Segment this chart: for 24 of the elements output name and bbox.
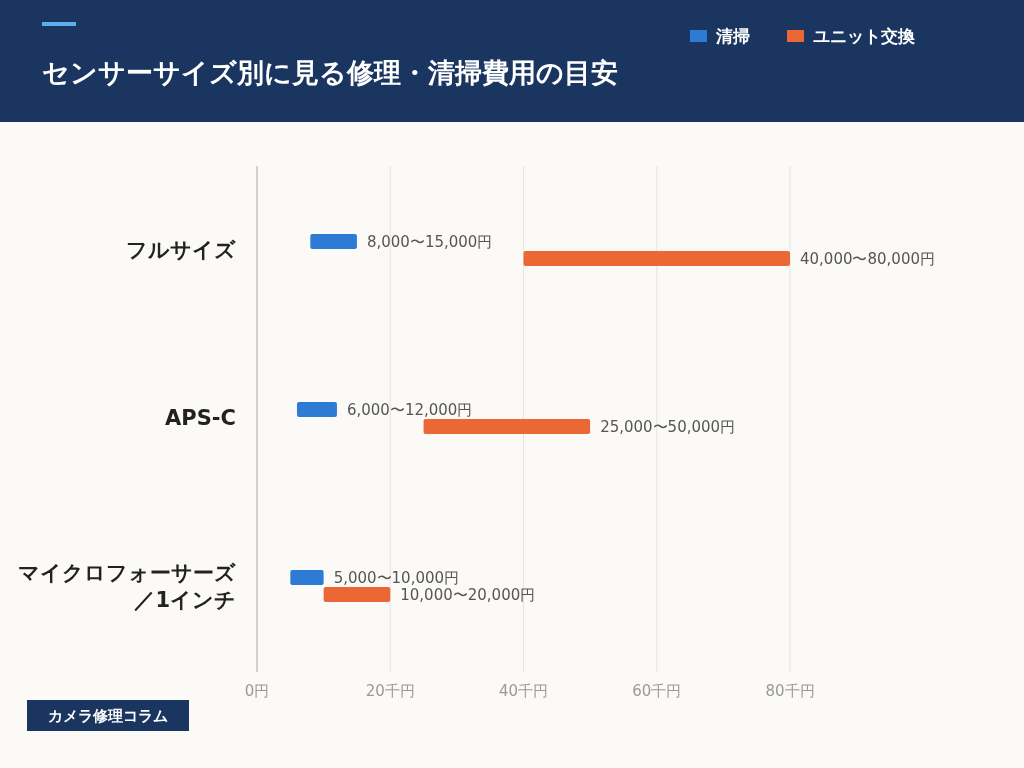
legend-label: 清掃 [715,26,750,46]
annotation: 40,000〜80,000円 [800,249,935,268]
y-tick-label: マイクロフォーサーズ／1インチ [18,561,236,612]
text: カメラ修理コラム [48,707,168,725]
bar [423,419,591,434]
legend-label: ユニット交換 [813,26,916,46]
y-tick-label: フルサイズ [126,238,236,262]
x-tick-label: 80千円 [765,682,815,700]
annotation: 8,000〜15,000円 [366,232,493,251]
bar [323,587,391,602]
x-tick-label: 20千円 [365,682,415,700]
annotation: 10,000〜20,000円 [400,585,536,604]
bar [310,234,357,249]
bar [296,402,337,417]
y-tick-label: APS-C [165,406,236,430]
x-tick-label: 40千円 [498,682,549,700]
annotation: 25,000〜50,000円 [600,417,736,436]
annotation: 5,000〜10,000円 [333,568,460,587]
x-tick-label: 0円 [244,682,270,700]
bar [290,570,324,585]
bar [523,251,790,266]
chart-title: センサーサイズ別に見る修理・清掃費用の目安 [42,57,618,88]
x-tick-label: 60千円 [632,682,682,700]
annotation: 6,000〜12,000円 [346,400,473,419]
